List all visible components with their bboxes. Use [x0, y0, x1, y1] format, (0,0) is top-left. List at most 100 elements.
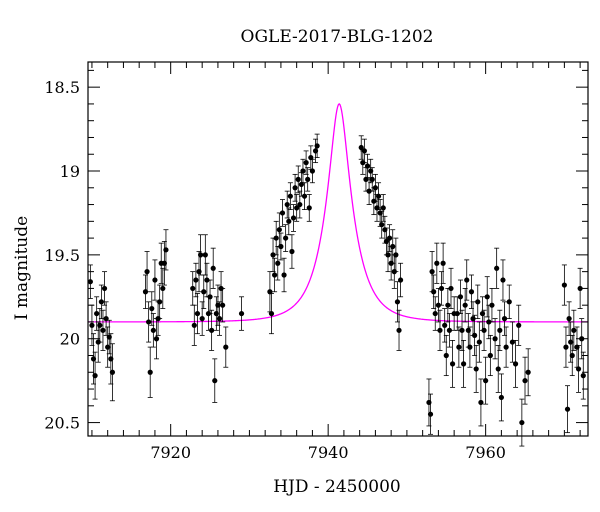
data-point: [561, 264, 567, 306]
data-point: [494, 247, 500, 289]
data-point: [153, 318, 160, 360]
data-marker: [294, 205, 300, 211]
data-point: [503, 326, 509, 368]
y-tick-label: 19: [60, 162, 80, 181]
data-marker: [109, 369, 116, 375]
data-marker: [566, 316, 572, 322]
data-marker: [366, 188, 372, 194]
y-tick-label: 19.5: [44, 246, 80, 265]
data-marker: [462, 302, 468, 308]
data-marker: [397, 277, 404, 283]
data-marker: [457, 294, 464, 300]
chart-title: OGLE-2017-BLG-1202: [241, 27, 434, 47]
data-marker: [150, 327, 156, 333]
data-marker: [149, 305, 155, 312]
data-point: [577, 267, 583, 309]
data-point: [150, 313, 156, 348]
data-point: [275, 246, 281, 281]
data-point: [438, 271, 445, 306]
data-marker: [448, 285, 454, 292]
data-marker: [157, 299, 163, 305]
data-point: [380, 194, 386, 222]
data-marker: [375, 193, 382, 199]
data-marker: [191, 322, 197, 328]
data-point: [396, 309, 402, 351]
data-marker: [201, 289, 207, 295]
data-marker: [484, 294, 490, 300]
data-marker: [314, 143, 320, 149]
data-point: [467, 326, 473, 368]
data-marker: [431, 289, 437, 295]
data-marker: [483, 378, 489, 384]
data-point: [286, 207, 292, 236]
data-point: [393, 237, 399, 273]
axis-ticks: 7920 7940 7960 18.5 19 19.5 20 20.5: [44, 62, 588, 462]
data-marker: [577, 285, 583, 292]
x-tick-label: 7940: [308, 443, 349, 462]
data-marker: [454, 310, 460, 317]
data-point: [509, 321, 516, 363]
data-point: [472, 314, 478, 356]
data-point: [495, 345, 501, 393]
data-marker: [92, 373, 98, 379]
data-point: [512, 340, 519, 388]
data-point: [429, 251, 435, 293]
data-point: [160, 267, 166, 309]
data-point: [147, 346, 153, 398]
data-marker: [460, 361, 467, 367]
data-marker: [193, 277, 199, 283]
data-point: [281, 257, 287, 293]
data-marker: [501, 316, 508, 322]
data-point: [297, 190, 303, 219]
data-marker: [202, 252, 208, 258]
data-marker: [498, 394, 504, 401]
data-point: [190, 271, 196, 306]
data-marker: [467, 344, 473, 350]
data-point: [152, 259, 158, 301]
data-point: [566, 301, 572, 336]
data-marker: [210, 265, 216, 271]
data-point: [109, 343, 116, 402]
data-marker: [495, 366, 501, 372]
data-marker: [358, 144, 364, 151]
data-marker: [563, 344, 569, 350]
data-marker: [284, 201, 290, 208]
data-marker: [394, 299, 401, 305]
data-marker: [575, 366, 582, 372]
data-point: [358, 135, 364, 160]
data-marker: [153, 336, 160, 342]
data-marker: [438, 285, 445, 292]
data-marker: [440, 260, 446, 266]
data-point: [314, 133, 320, 158]
data-marker: [97, 322, 103, 328]
data-marker: [434, 260, 440, 266]
data-point: [301, 182, 308, 210]
data-marker: [497, 327, 503, 333]
data-marker: [305, 176, 311, 182]
data-marker: [197, 252, 204, 258]
data-point: [481, 309, 487, 351]
data-point: [437, 309, 443, 351]
data-marker: [273, 235, 279, 241]
data-marker: [571, 327, 577, 333]
x-tick-label: 7960: [465, 443, 506, 462]
data-marker: [379, 222, 385, 228]
data-point: [475, 284, 481, 320]
data-marker: [386, 235, 393, 241]
x-axis-label: HJD - 2450000: [273, 477, 401, 497]
data-point: [519, 398, 525, 447]
data-point: [366, 177, 372, 205]
data-marker: [472, 332, 478, 338]
data-marker: [276, 227, 282, 233]
data-point: [454, 296, 460, 331]
data-marker: [468, 289, 475, 295]
data-marker: [525, 369, 531, 375]
data-point: [94, 296, 100, 331]
data-marker: [89, 322, 95, 328]
data-marker: [561, 282, 567, 288]
data-point: [157, 284, 163, 320]
y-tick-label: 18.5: [44, 78, 80, 97]
data-marker: [275, 260, 281, 266]
data-point: [163, 229, 169, 271]
